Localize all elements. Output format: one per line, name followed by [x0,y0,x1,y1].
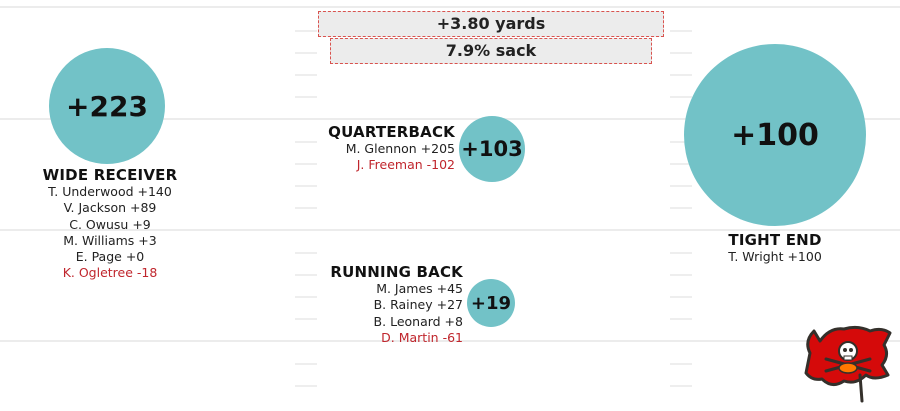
hash-mark [670,141,692,143]
hash-mark [670,385,692,387]
hash-mark [295,141,317,143]
player-line: T. Wright +100 [728,249,822,264]
hash-mark [295,163,317,165]
hash-mark [670,74,692,76]
player-line: B. Leonard +8 [373,313,463,329]
wide-receiver-total: +223 [66,89,148,123]
hash-mark [295,318,317,320]
running-back-group: RUNNING BACK M. James +45 B. Rainey +27 … [300,263,463,346]
hash-mark [670,52,692,54]
hash-mark [295,185,317,187]
player-line: T. Underwood +140 [48,184,172,199]
player-line: M. James +45 [376,281,463,296]
tight-end-total: +100 [731,117,819,153]
hash-mark [670,185,692,187]
player-line: M. Williams +3 [63,232,157,248]
hash-mark [670,163,692,165]
yard-line [0,118,900,120]
player-line-negative: J. Freeman -102 [356,157,455,173]
player-line: V. Jackson +89 [63,200,157,216]
player-line: E. Page +0 [75,249,145,265]
hash-mark [670,30,692,32]
quarterback-total: +103 [461,137,523,161]
running-back-bubble: +19 [467,279,515,327]
yard-line [0,340,900,342]
quarterback-title: QUARTERBACK [328,123,455,141]
sack-rate-box: 7.9% sack [330,38,652,64]
quarterback-bubble: +103 [459,116,525,182]
hash-mark [295,363,317,365]
player-line: M. Glennon +205 [345,141,455,156]
running-back-total: +19 [470,292,512,314]
buccaneers-flag-icon [804,325,892,403]
hash-mark [295,52,317,54]
hash-mark [670,363,692,365]
wide-receiver-group: WIDE RECEIVER T. Underwood +140 V. Jacks… [20,166,200,282]
hash-mark [670,274,692,276]
yards-per-play-box: +3.80 yards [318,11,664,37]
player-line-negative: K. Ogletree -18 [62,265,158,281]
hash-mark [295,296,317,298]
hash-mark [295,30,317,32]
yard-line [0,229,900,231]
hash-mark [295,252,317,254]
hash-mark [670,252,692,254]
player-line: B. Rainey +27 [373,297,463,313]
wide-receiver-bubble: +223 [49,48,165,164]
running-back-title: RUNNING BACK [330,263,463,281]
quarterback-group: QUARTERBACK M. Glennon +205 J. Freeman -… [300,123,455,174]
player-line: C. Owusu +9 [69,216,151,232]
hash-mark [295,385,317,387]
tight-end-title: TIGHT END [728,231,822,249]
hash-mark [295,274,317,276]
hash-mark [670,207,692,209]
hash-mark [670,296,692,298]
wide-receiver-title: WIDE RECEIVER [42,166,178,184]
hash-mark [295,74,317,76]
yard-line [0,6,900,8]
hash-mark [670,96,692,98]
hash-mark [295,96,317,98]
tight-end-group: TIGHT END T. Wright +100 [690,231,860,265]
tight-end-bubble: +100 [684,44,866,226]
hash-mark [670,318,692,320]
hash-mark [295,207,317,209]
player-line-negative: D. Martin -61 [381,329,463,345]
